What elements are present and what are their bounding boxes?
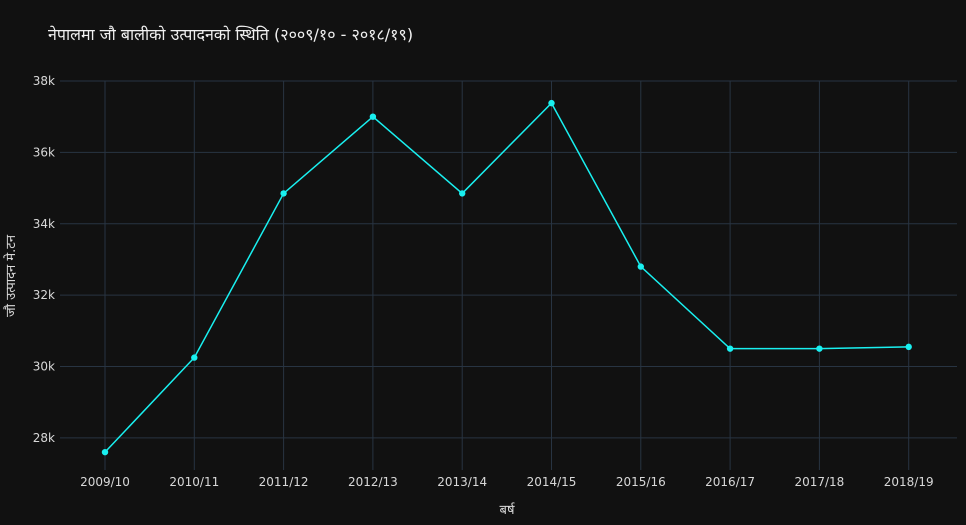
x-tick-label: 2010/11 xyxy=(169,475,219,489)
x-tick-label: 2012/13 xyxy=(348,475,398,489)
series-layer xyxy=(101,99,912,456)
x-tick-label: 2011/12 xyxy=(259,475,309,489)
y-tick-label: 28k xyxy=(33,431,55,445)
data-point[interactable] xyxy=(369,113,377,120)
data-point[interactable] xyxy=(280,190,287,197)
data-point[interactable] xyxy=(191,354,198,361)
data-point[interactable] xyxy=(101,448,109,456)
y-tick-label: 34k xyxy=(33,217,55,231)
x-axis-ticks: 2009/10 2010/11 2011/12 2012/13 2013/14 2014/… xyxy=(80,475,934,489)
y-tick-label: 36k xyxy=(33,145,55,159)
y-axis-ticks: 28k 30k 32k 34k 36k 38k xyxy=(33,74,55,445)
grid-layer xyxy=(60,80,957,470)
x-tick-label: 2013/14 xyxy=(437,475,487,489)
x-tick-label: 2016/17 xyxy=(705,475,755,489)
series-line xyxy=(104,101,909,453)
data-point[interactable] xyxy=(548,99,555,107)
y-tick-label: 38k xyxy=(33,74,55,88)
data-point[interactable] xyxy=(459,190,466,197)
x-tick-label: 2017/18 xyxy=(794,475,844,489)
x-axis-title: बर्ष xyxy=(500,502,516,518)
y-tick-label: 30k xyxy=(33,360,55,374)
y-axis-title: जौ उत्पादन मे.टन xyxy=(3,234,19,317)
chart-title: नेपालमा जौ बालीको उत्पादनको स्थिति (२००९… xyxy=(48,25,413,44)
x-tick-label: 2018/19 xyxy=(884,475,934,489)
x-tick-label: 2009/10 xyxy=(80,475,130,489)
data-point[interactable] xyxy=(726,345,734,352)
data-point[interactable] xyxy=(637,263,644,270)
y-tick-label: 32k xyxy=(33,288,55,302)
x-tick-label: 2014/15 xyxy=(527,475,577,489)
data-point[interactable] xyxy=(816,345,823,352)
data-point[interactable] xyxy=(905,343,912,351)
x-tick-label: 2015/16 xyxy=(616,475,666,489)
